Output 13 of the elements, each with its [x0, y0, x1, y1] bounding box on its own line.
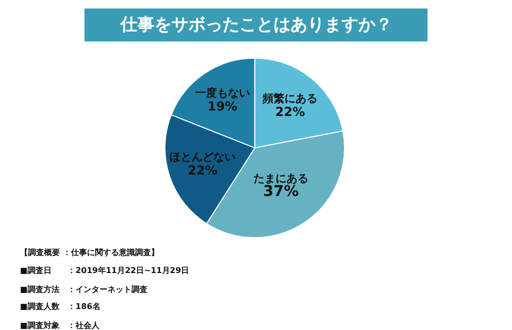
text: 【調査概要 ：仕事に関する意識調査】 [20, 248, 159, 257]
data-label: 19% [208, 98, 238, 114]
slice-label: たまにある [254, 172, 309, 186]
text: ■調査方法 ：インターネット調査 [20, 284, 148, 294]
text: ■調査日 ：2019年11月22日~11月29日 [20, 266, 190, 275]
slice-label: ほとんどない [170, 150, 236, 164]
data-label: 22% [275, 104, 306, 119]
text: ■調査対象 ：社会人 [20, 320, 101, 330]
slice-label: 一度もない [194, 86, 250, 100]
chart-title: 仕事をサボったことはありますか？ [120, 15, 392, 35]
data-label: 22% [188, 162, 218, 178]
slice-label: 頻繁にある [262, 92, 318, 105]
text: ■調査人数 ：186名 [20, 302, 100, 311]
